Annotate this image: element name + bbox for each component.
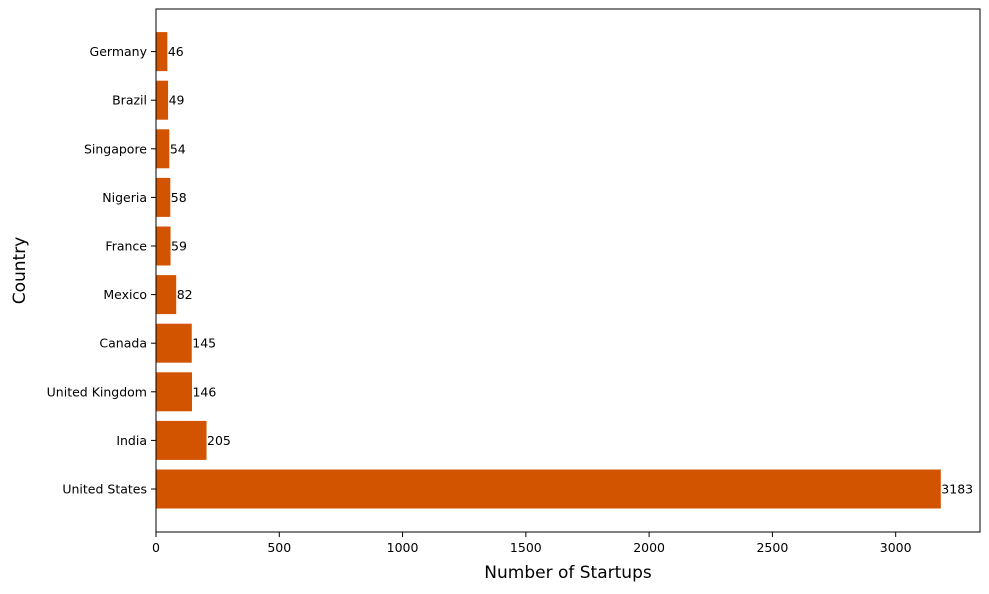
y-tick-label: Brazil: [112, 93, 147, 108]
bar: [156, 177, 171, 217]
y-tick-label: United Kingdom: [47, 384, 147, 399]
y-tick-label: Singapore: [84, 141, 147, 156]
y-axis-ticks: United States India United Kingdom Canada Me…: [47, 44, 156, 497]
bar: [156, 372, 192, 412]
y-tick-label: United States: [62, 482, 147, 497]
x-axis-ticks: 0 500 1000 1500 2000 2500 3000: [152, 532, 912, 555]
x-tick-label: 1000: [387, 540, 419, 555]
bar: [156, 129, 170, 169]
bar: [156, 469, 941, 509]
y-tick-label: Canada: [99, 336, 147, 351]
x-tick-label: 2000: [633, 540, 665, 555]
bar: [156, 420, 207, 460]
y-tick-label: Nigeria: [102, 190, 147, 205]
data-label: 58: [171, 190, 187, 205]
bar: [156, 275, 177, 315]
data-label: 54: [170, 141, 186, 156]
data-label: 59: [171, 239, 187, 254]
x-tick-label: 0: [152, 540, 160, 555]
y-tick-label: India: [116, 433, 147, 448]
x-axis-title: Number of Startups: [484, 563, 652, 583]
data-label: 46: [168, 44, 184, 59]
data-label: 205: [207, 433, 231, 448]
bar: [156, 32, 168, 72]
bars-group: [156, 32, 941, 509]
data-label: 145: [192, 336, 216, 351]
data-label: 49: [169, 93, 185, 108]
bar: [156, 226, 171, 266]
x-tick-label: 3000: [880, 540, 912, 555]
y-tick-label: Germany: [90, 44, 148, 59]
data-label: 3183: [941, 482, 973, 497]
x-tick-label: 1500: [510, 540, 542, 555]
x-tick-label: 500: [267, 540, 291, 555]
y-tick-label: France: [105, 239, 147, 254]
y-axis-title: Country: [10, 237, 30, 305]
data-label: 82: [177, 287, 193, 302]
data-label: 146: [192, 384, 216, 399]
bar: [156, 80, 169, 120]
data-labels-group: 3183 205 146 145 82 59 58 54 49 46: [168, 44, 973, 496]
x-tick-label: 2500: [756, 540, 788, 555]
plot-frame: [155, 8, 981, 533]
bar: [156, 323, 192, 363]
y-tick-label: Mexico: [103, 287, 147, 302]
